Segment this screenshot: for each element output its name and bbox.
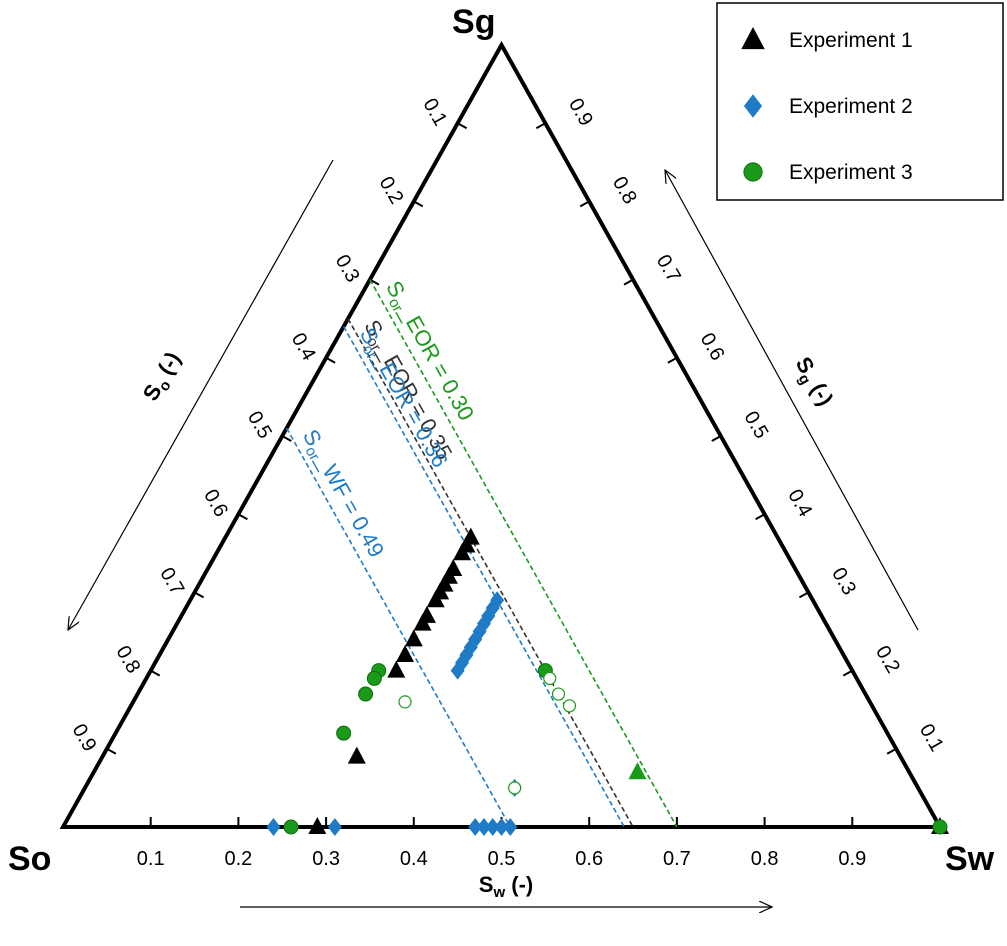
tick-label: 0.2 (224, 848, 252, 870)
circle-marker (283, 819, 299, 835)
diamond-marker (476, 818, 491, 836)
circle-marker (336, 725, 352, 741)
tick-mark (711, 435, 722, 442)
reference-line (347, 318, 634, 828)
axis-title-part: (-) (150, 348, 186, 385)
legend-label: Experiment 1 (789, 29, 913, 52)
tick-label: 0.3 (827, 564, 860, 599)
tick-label: 0.7 (155, 564, 188, 599)
triangle-marker (404, 629, 423, 647)
triangle-marker (426, 590, 445, 608)
open-circle-marker (551, 687, 566, 701)
diamond-marker (468, 818, 483, 836)
circle-marker (932, 819, 948, 835)
tick-mark (106, 747, 117, 755)
tick-label: 0.8 (608, 173, 641, 208)
reference-line (342, 326, 625, 828)
axis-title-part: (-) (505, 872, 533, 897)
tick-label: 0.1 (418, 95, 451, 130)
tick-label: 0.7 (663, 848, 691, 870)
open-circle-marker (543, 671, 557, 686)
tick-mark (842, 669, 853, 677)
tick-label: 0.2 (871, 642, 904, 677)
tick-label: 0.5 (243, 407, 276, 442)
triangle-marker (347, 746, 366, 764)
tick-label: 0.8 (111, 642, 144, 677)
sg-arrow (665, 170, 919, 631)
tick-mark (194, 591, 205, 599)
tick-mark (755, 513, 766, 521)
tick-mark (623, 278, 634, 286)
tick-label: 0.4 (400, 848, 428, 870)
axis-title-sub: w (492, 884, 505, 901)
tick-mark (413, 200, 424, 208)
tick-label: 0.3 (312, 848, 340, 870)
open-circle-marker (562, 699, 577, 713)
tick-label: 0.4 (783, 486, 816, 521)
reference-line (285, 427, 511, 828)
diamond-marker (485, 818, 500, 836)
diamond-marker (494, 818, 509, 836)
tick-mark (150, 669, 161, 677)
legend-marker (743, 94, 763, 118)
tick-mark (237, 513, 248, 521)
triangle-marker (387, 660, 406, 678)
diamond-marker (327, 818, 342, 836)
circle-marker (366, 670, 382, 686)
legend-label: Experiment 3 (789, 161, 913, 184)
open-circle-marker (508, 781, 522, 795)
triangle-marker (396, 644, 415, 662)
circle-marker (358, 686, 374, 702)
diamond-marker (266, 818, 281, 836)
tick-label: 0.3 (331, 251, 364, 286)
tick-label: 0.5 (739, 407, 772, 442)
tick-label: 0.6 (696, 329, 729, 364)
tick-label: 0.7 (652, 251, 685, 286)
tick-label: 0.1 (137, 848, 165, 870)
vertex-label: Sg (452, 3, 495, 41)
reference-label: Sor_WF = 0.49 (294, 425, 389, 563)
reference-label-part: _WF = 0.49 (311, 449, 389, 562)
tick-label: 0.6 (575, 848, 603, 870)
triangle-marker (453, 543, 472, 561)
open-circle-marker (398, 695, 412, 709)
legend-marker (741, 27, 765, 50)
so-arrow (68, 159, 334, 630)
diamond-marker (503, 818, 518, 836)
tick-label: 0.4 (287, 329, 320, 364)
axis-title: Sg (-) (787, 353, 838, 412)
legend-label: Experiment 2 (789, 95, 913, 118)
tick-mark (886, 747, 897, 755)
vertex-label: Sw (945, 840, 995, 878)
tick-label: 0.9 (564, 95, 597, 130)
tick-mark (281, 435, 292, 442)
tick-label: 0.2 (375, 173, 408, 208)
tick-label: 0.1 (915, 720, 948, 755)
vertex-label: So (8, 840, 51, 878)
tick-label: 0.8 (751, 848, 779, 870)
tick-mark (369, 278, 380, 286)
triangle-marker (308, 817, 327, 834)
axis-title: So (-) (138, 348, 189, 407)
tick-mark (798, 591, 809, 599)
tick-label: 0.9 (838, 848, 866, 870)
axis-title: Sw (-) (479, 872, 533, 901)
axis-title-part: S (479, 872, 494, 897)
tick-mark (535, 122, 546, 130)
tick-mark (457, 122, 468, 130)
reference-line (369, 279, 678, 828)
legend-marker (743, 162, 763, 182)
legend-box (716, 2, 1004, 201)
triangle-marker (413, 613, 432, 631)
tick-label: 0.5 (488, 848, 516, 870)
diamond-marker (450, 661, 465, 680)
tick-label: 0.9 (68, 720, 101, 755)
tick-mark (325, 356, 336, 364)
tick-label: 0.6 (199, 486, 232, 521)
tick-mark (579, 200, 590, 208)
tick-mark (667, 356, 678, 364)
triangle-marker (628, 762, 647, 780)
